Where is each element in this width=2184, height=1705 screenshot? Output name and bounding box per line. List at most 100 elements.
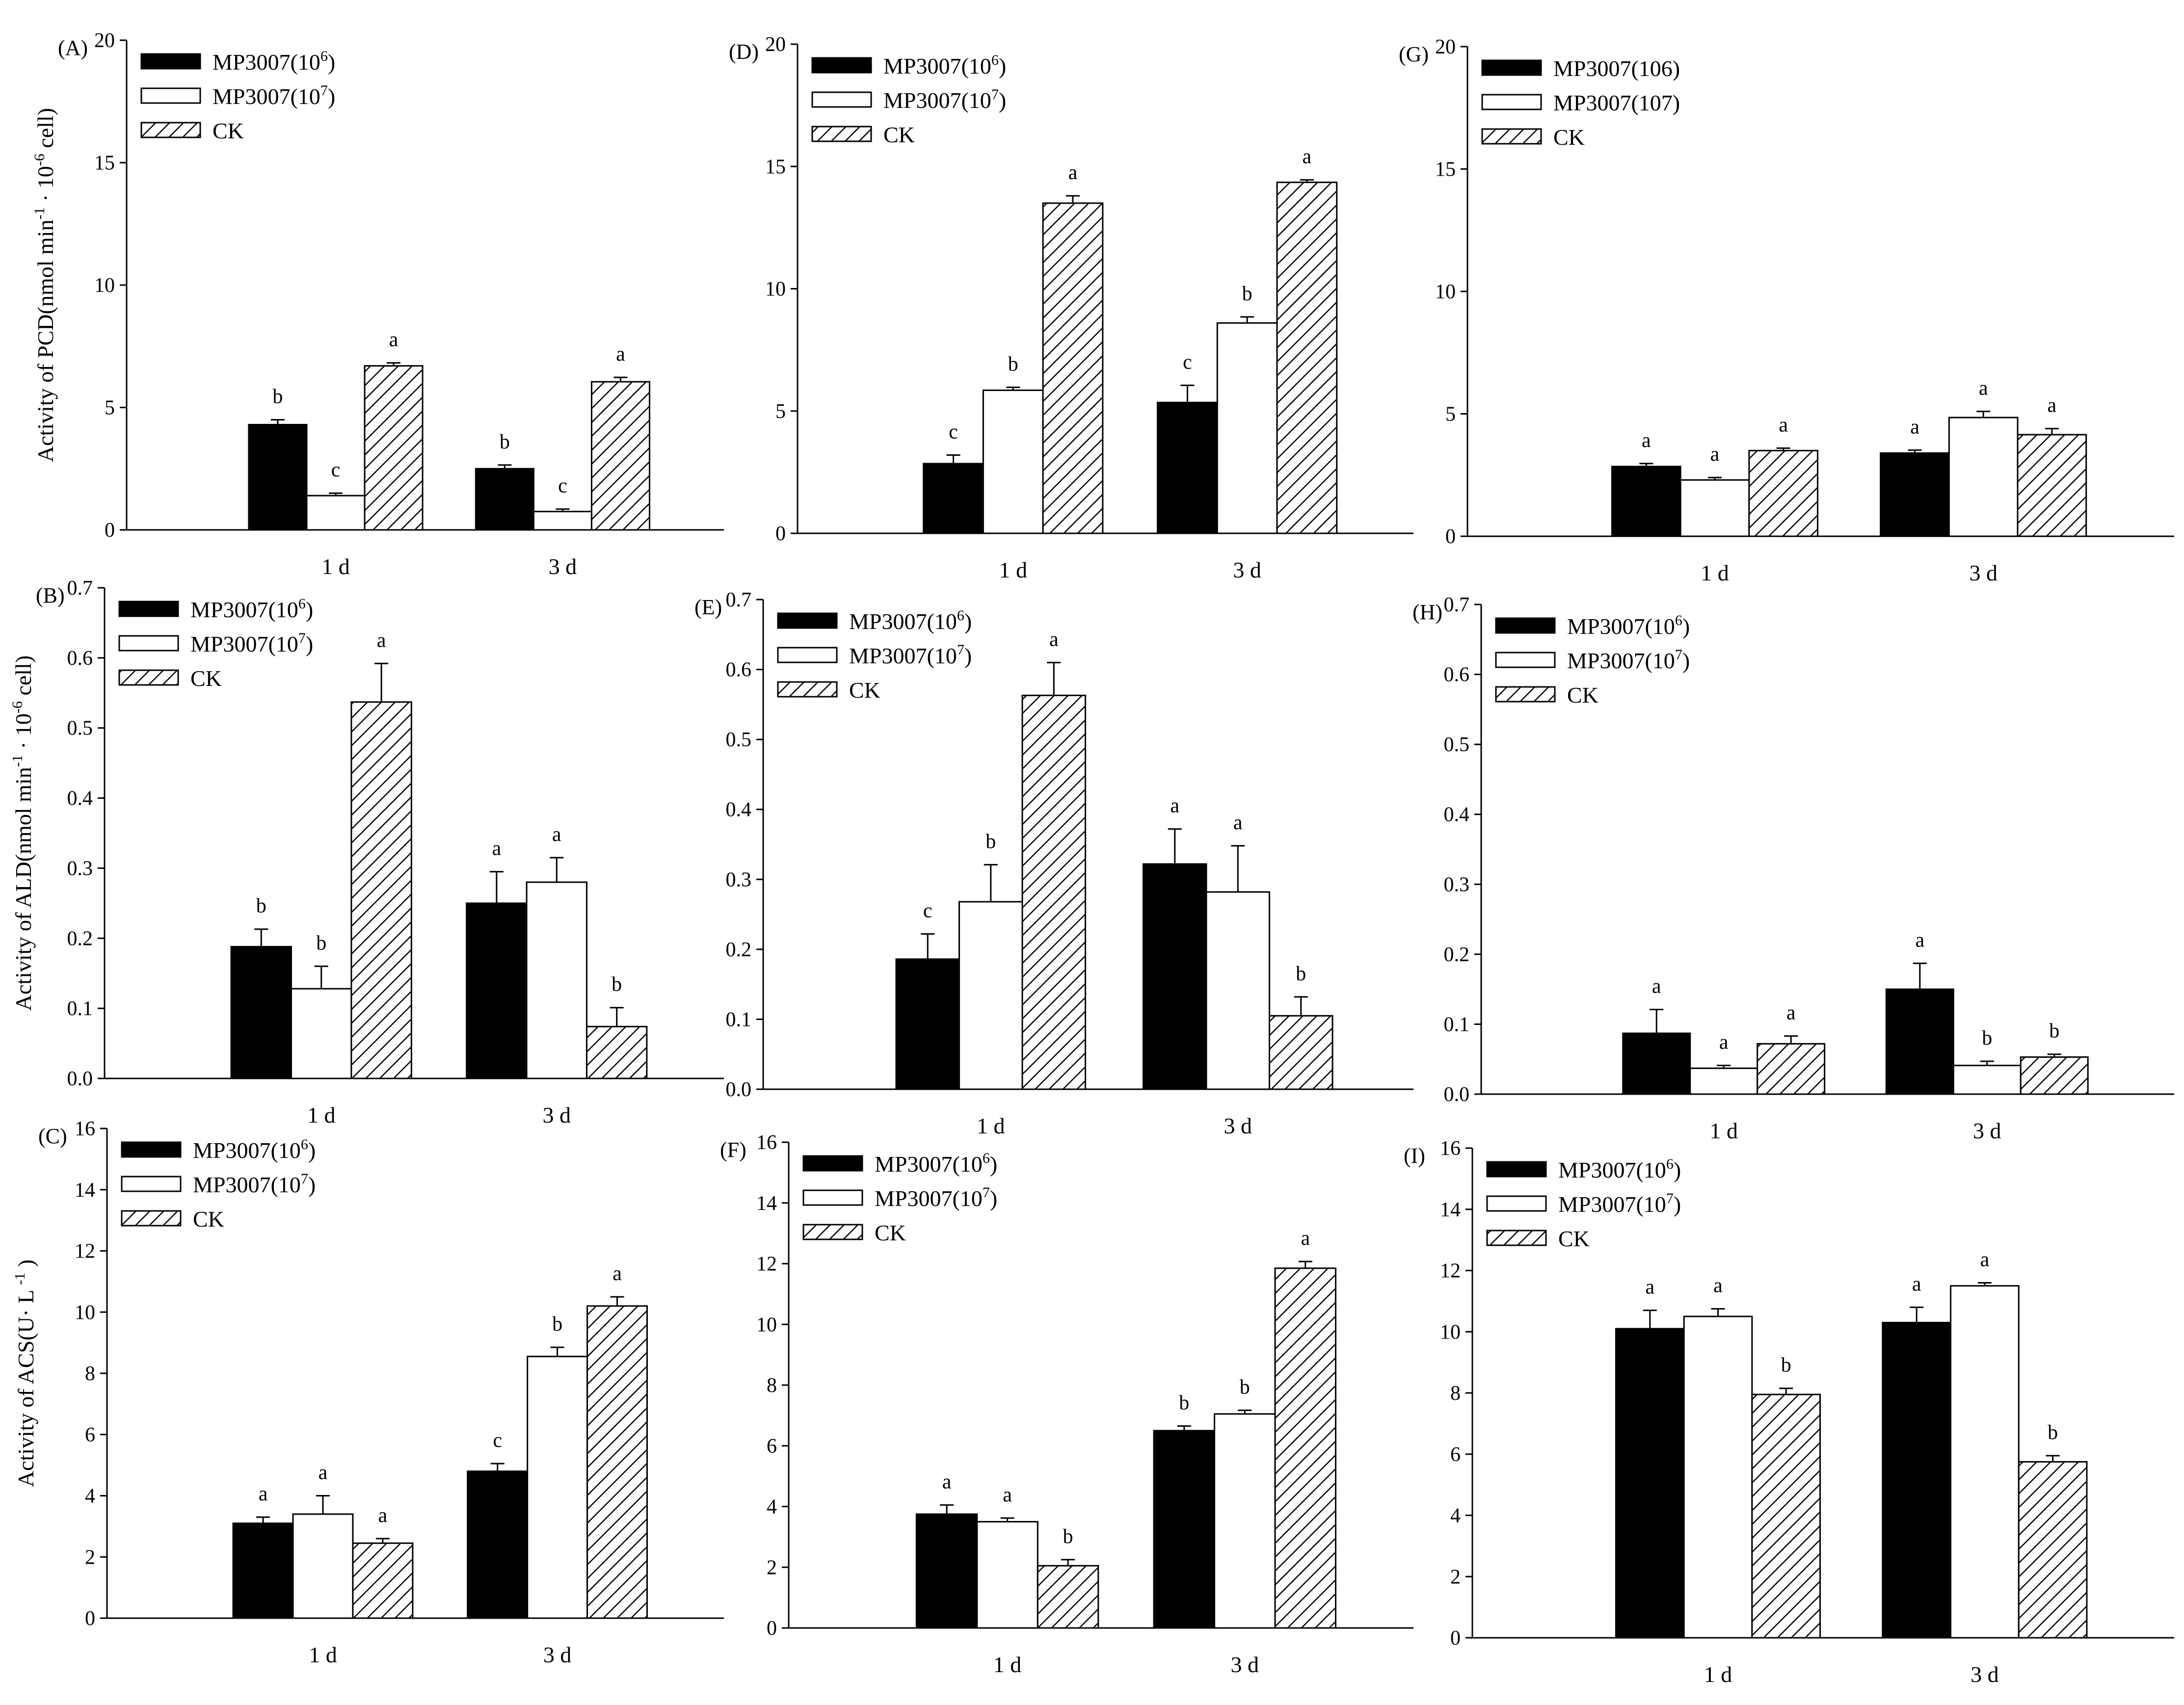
significance-letter: b <box>1008 353 1018 375</box>
significance-letter: a <box>1915 929 1924 951</box>
y-tick-label: 0.4 <box>1444 804 1470 826</box>
bar-E-s2-1 <box>1269 1015 1333 1090</box>
legend-swatch <box>118 669 179 686</box>
y-tick-label: 0.2 <box>67 927 93 950</box>
panel-label: (D) <box>729 40 759 64</box>
y-tick-label: 14 <box>756 1192 777 1215</box>
legend-swatch <box>802 1189 863 1206</box>
x-tick-label: 1 d <box>1704 1662 1732 1687</box>
legend-label: CK <box>875 1220 906 1245</box>
legend-label: MP3007(107) <box>1558 1190 1681 1217</box>
significance-letter: b <box>1296 963 1306 985</box>
y-tick-label: 0.5 <box>1444 734 1470 756</box>
x-tick-label: 3 d <box>1231 1652 1259 1677</box>
x-tick-label: 3 d <box>1224 1113 1252 1138</box>
y-axis-label: Activity of ACS(U· L -1 ) <box>12 1259 38 1487</box>
y-tick-label: 10 <box>1440 1321 1461 1343</box>
significance-letter: b <box>1781 1354 1791 1377</box>
panel-C: (C) 0 2 4 6 8 10 12 14 16 a a a 1 d c b a 3 d MP3007(106) M… <box>12 1118 724 1667</box>
bar-I-s2-0 <box>1751 1393 1821 1639</box>
legend-swatch <box>1481 128 1542 145</box>
panel-F: (F) 0 2 4 6 8 10 12 14 16 a a b 1 d b b a 3 d MP3007(106) M… <box>720 1131 1413 1677</box>
legend-swatch <box>140 122 201 138</box>
bar-D-s1-1 <box>1216 322 1278 534</box>
y-tick-label: 16 <box>1440 1137 1461 1160</box>
y-tick-label: 0.3 <box>1444 873 1470 896</box>
legend-label: MP3007(107) <box>1567 647 1690 673</box>
legend-swatch <box>1495 652 1556 668</box>
bar-C-s1-1 <box>527 1356 588 1619</box>
bar-A-s0-0 <box>248 423 308 531</box>
legend-swatch <box>121 1141 182 1158</box>
bar-H-s0-1 <box>1885 988 1954 1095</box>
y-tick-label: 15 <box>94 152 115 175</box>
significance-letter: c <box>1183 351 1192 373</box>
y-tick-label: 15 <box>765 156 786 178</box>
bar-G-s2-0 <box>1748 449 1819 537</box>
legend-swatch <box>802 1155 863 1172</box>
y-tick-label: 4 <box>767 1496 777 1519</box>
y-tick-label: 2 <box>1450 1566 1461 1588</box>
y-tick-label: 20 <box>94 29 115 52</box>
bar-G-s0-0 <box>1611 466 1681 537</box>
significance-letter: a <box>616 343 625 366</box>
legend-swatch <box>1495 686 1556 703</box>
y-tick-label: 16 <box>756 1131 777 1154</box>
significance-letter: a <box>613 1262 622 1285</box>
legend-label: MP3007(107) <box>849 642 972 668</box>
significance-letter: a <box>378 1504 388 1527</box>
bar-G-s1-1 <box>1948 417 2019 537</box>
significance-letter: b <box>272 385 283 408</box>
legend-label: MP3007(106) <box>875 1150 997 1177</box>
bar-F-s1-0 <box>976 1521 1039 1629</box>
bar-F-s2-0 <box>1037 1565 1099 1629</box>
bar-A-s1-0 <box>306 495 366 531</box>
legend-label: CK <box>1567 682 1598 708</box>
significance-letter: c <box>949 420 958 443</box>
bar-G-s0-1 <box>1880 452 1950 537</box>
legend-label: MP3007(107) <box>1553 90 1680 115</box>
legend-swatch <box>777 612 838 629</box>
y-tick-label: 15 <box>1435 158 1456 181</box>
y-tick-label: 0.2 <box>726 939 752 961</box>
x-tick-label: 1 d <box>307 1102 336 1128</box>
y-tick-label: 0 <box>105 519 115 542</box>
significance-letter: b <box>1982 1027 1992 1049</box>
bar-I-s0-1 <box>1882 1322 1952 1639</box>
legend-label: CK <box>883 122 915 147</box>
panel-label: (G) <box>1399 42 1429 66</box>
significance-letter: b <box>2048 1421 2058 1444</box>
y-tick-label: 10 <box>1435 281 1456 303</box>
bar-D-s2-1 <box>1276 182 1338 534</box>
legend-swatch <box>1495 617 1556 634</box>
bar-E-s1-0 <box>958 901 1023 1090</box>
bar-D-s2-0 <box>1042 202 1104 534</box>
y-tick-label: 6 <box>85 1424 95 1446</box>
significance-letter: c <box>331 459 341 481</box>
x-tick-label: 1 d <box>321 554 350 579</box>
significance-letter: b <box>1240 1376 1250 1398</box>
legend-label: CK <box>190 666 222 691</box>
significance-letter: a <box>492 838 502 860</box>
y-tick-label: 12 <box>1440 1260 1461 1283</box>
y-tick-label: 2 <box>85 1546 95 1569</box>
bar-C-s2-0 <box>352 1542 414 1619</box>
panel-label: (H) <box>1412 600 1442 624</box>
legend-label: MP3007(107) <box>193 1171 316 1197</box>
y-tick-label: 6 <box>1450 1443 1461 1466</box>
legend-swatch <box>118 635 179 652</box>
significance-letter: a <box>1645 1276 1654 1299</box>
x-tick-label: 1 d <box>993 1652 1022 1677</box>
y-tick-label: 8 <box>1450 1382 1461 1405</box>
y-tick-label: 0.7 <box>67 577 93 600</box>
panel-E: (E) 0.0 0.1 0.2 0.3 0.4 0.5 0.6 0.7 c b a 1 d a a b 3 d M… <box>694 589 1413 1138</box>
legend-label: MP3007(107) <box>213 82 335 109</box>
legend-label: CK <box>213 118 244 143</box>
bar-H-s1-0 <box>1689 1067 1758 1095</box>
y-tick-label: 0.2 <box>1444 944 1470 966</box>
legend-label: MP3007(107) <box>883 86 1006 113</box>
bar-C-s2-1 <box>586 1305 648 1619</box>
significance-letter: b <box>500 431 510 453</box>
bar-B-s0-0 <box>230 945 292 1079</box>
significance-letter: b <box>552 1313 562 1336</box>
